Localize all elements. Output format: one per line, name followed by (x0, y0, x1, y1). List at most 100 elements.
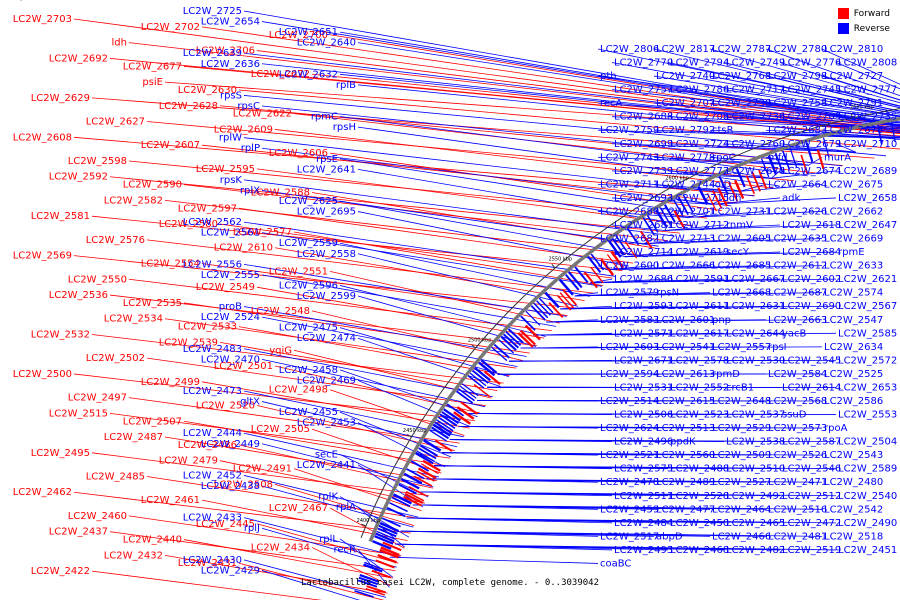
gene-label: LC2W_2567 (838, 301, 897, 312)
forward-feature (610, 250, 625, 269)
gene-label: LC2W_2484 (614, 518, 673, 529)
gene-label: LC2W_2554 (141, 259, 200, 270)
gene-label: LC2W_2757 (614, 85, 673, 96)
leader-line (329, 271, 560, 324)
leader-line (274, 129, 774, 189)
gene-label: LC2W_2611 (670, 301, 729, 312)
leader-line (183, 65, 900, 135)
gene-label: LC2W_2461 (141, 495, 200, 506)
gene-label: LC2W_2601 (656, 315, 715, 326)
gene-label: LC2W_2589 (838, 464, 897, 475)
leader-line (339, 327, 510, 377)
gene-label: LC2W_2739 (614, 166, 673, 177)
reverse-feature (718, 176, 729, 195)
leader-line (243, 95, 887, 157)
leader-line (458, 426, 823, 429)
gene-label: rplA (336, 502, 356, 513)
leader-line (128, 278, 552, 331)
leader-line (395, 543, 837, 551)
leader-line (520, 346, 823, 349)
gene-label: LC2W_2437 (49, 527, 108, 538)
gene-label: LC2W_2598 (68, 156, 127, 167)
gene-label: LC2W_2496 (614, 437, 673, 448)
reverse-feature (410, 460, 430, 472)
leader-line (821, 102, 900, 117)
gene-label: LC2W_2768 (712, 71, 771, 82)
leader-line (765, 102, 900, 121)
gene-label: LC2W_2636 (201, 59, 260, 70)
gene-label: LC2W_2519 (782, 545, 841, 556)
leader-line (243, 348, 493, 398)
leader-line (611, 197, 713, 205)
gene-label: LC2W_2444 (183, 428, 242, 439)
leader-line (261, 570, 361, 600)
reverse-feature (391, 496, 411, 507)
reverse-feature (735, 168, 746, 188)
gene-label: LC2W_2692 (49, 53, 108, 64)
reverse-feature (431, 426, 449, 440)
reverse-feature (805, 142, 814, 163)
gene-label: LC2W_2772 (670, 166, 729, 177)
forward-feature (728, 182, 739, 202)
gene-labels: LC2W_2703LC2W_2702LC2W_2700ldhLC2W_2706L… (13, 6, 898, 577)
gene-label: LC2W_2680 (600, 206, 659, 217)
gene-label: LC2W_2736 (726, 112, 785, 123)
leader-line (709, 156, 809, 166)
gene-label: LC2W_2579 (600, 288, 659, 299)
leader-line (508, 359, 837, 362)
ruler-label: 2700 kbp (0, 0, 24, 2)
gene-label: LC2W_2451 (838, 545, 897, 556)
leader-line (293, 468, 422, 511)
gene-label: LC2W_2605 (712, 234, 771, 245)
leader-line (611, 89, 900, 123)
gene-label: LC2W_2472 (782, 518, 841, 529)
gene-label: LC2W_2552 (670, 382, 729, 393)
reverse-feature (393, 493, 412, 505)
leader-line (357, 126, 780, 187)
forward-feature (453, 411, 471, 425)
leader-line (624, 251, 837, 258)
forward-feature (382, 541, 402, 552)
forward-feature (377, 554, 397, 564)
forward-feature (483, 370, 501, 385)
gene-label: LC2W_2735 (838, 112, 897, 123)
gene-label: LC2W_2434 (251, 542, 310, 553)
reverse-feature (436, 419, 454, 432)
leader-line (183, 420, 446, 466)
gene-label: LC2W_2794 (670, 58, 729, 69)
gene-label: LC2W_2517 (600, 531, 659, 542)
gene-label: LC2W_2626 (768, 206, 827, 217)
leader-line (243, 52, 900, 132)
reverse-feature (664, 204, 676, 223)
leader-line (709, 129, 900, 139)
leader-line (243, 221, 616, 277)
gene-label: LC2W_2743 (600, 152, 659, 163)
gene-label: LC2W_2586 (824, 396, 883, 407)
reverse-feature (611, 237, 625, 256)
gene-label: LC2W_2668 (712, 288, 771, 299)
leader-line (687, 211, 711, 218)
reverse-feature (520, 315, 536, 331)
leader-line (597, 48, 900, 112)
forward-feature (673, 210, 686, 229)
gene-label: LC2W_2621 (838, 274, 897, 285)
reverse-feature (437, 416, 456, 429)
gene-label: LC2W_2581 (31, 211, 90, 222)
gene-label: LC2W_2556 (183, 259, 242, 270)
reverse-feature (877, 124, 883, 145)
gene-label: LC2W_2744 (656, 179, 715, 190)
gene-label: rplX (240, 185, 260, 196)
reverse-feature (822, 137, 830, 158)
gene-label: LC2W_2701 (656, 206, 715, 217)
genome-backbone-arc (368, 117, 900, 543)
gene-label: LC2W_2520 (196, 400, 255, 411)
gene-label: LC2W_2521 (600, 450, 659, 461)
leader-line (611, 62, 900, 115)
gene-label: LC2W_2683 (768, 125, 827, 136)
gene-label: LC2W_2453 (297, 418, 356, 429)
gene-label: LC2W_2535 (123, 298, 182, 309)
reverse-feature (474, 366, 491, 382)
reverse-feature (590, 253, 605, 271)
ruler-tick (406, 433, 412, 438)
gene-label: gltX (240, 397, 260, 408)
